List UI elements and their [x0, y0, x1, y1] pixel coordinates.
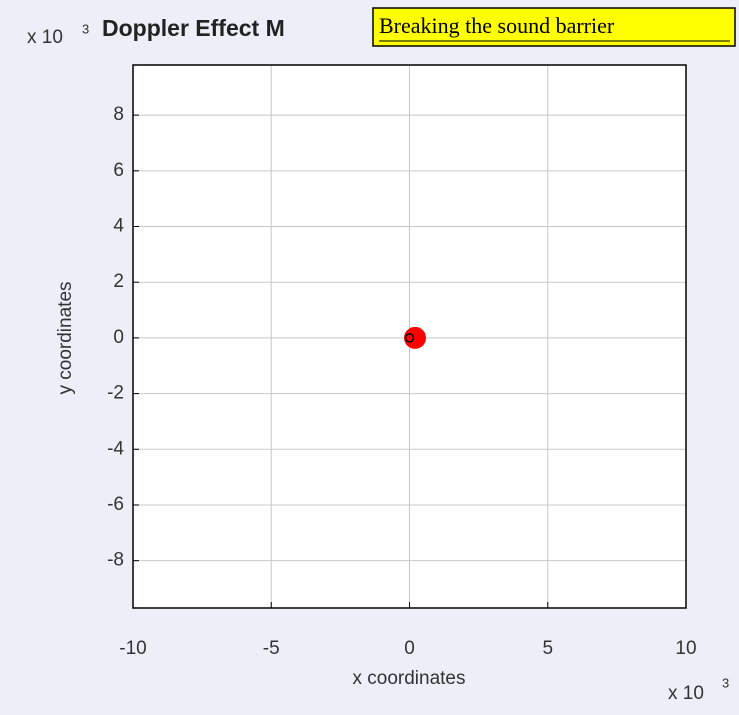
x-tick-label: -10: [119, 638, 146, 659]
x-scale-exponent: 3: [722, 675, 729, 690]
chart-title: Doppler Effect M: [102, 15, 285, 41]
y-axis-label: y coordinates: [55, 281, 76, 394]
marks: [404, 326, 427, 349]
point: [404, 333, 415, 343]
x-tick-label: 5: [542, 638, 553, 659]
x-tick-label: 10: [675, 638, 696, 659]
y-scale-exponent: 3: [82, 21, 89, 36]
y-tick-label: -4: [107, 438, 124, 459]
y-tick-label: -2: [107, 383, 124, 404]
annotation-box: [372, 7, 736, 47]
x-axis-label: x coordinates: [352, 668, 465, 689]
y-tick-label: 0: [113, 327, 124, 348]
y-tick-label: -6: [107, 494, 124, 515]
y-tick-label: 6: [113, 160, 124, 181]
y-tick-label: -8: [107, 550, 124, 571]
y-tick-label: 2: [113, 271, 124, 292]
annotation: Breaking the sound barrier: [379, 13, 615, 38]
x-tick-label: -5: [263, 638, 280, 659]
y-tick-label: 8: [113, 104, 124, 125]
point: [404, 326, 427, 349]
x-scale-base: x 10: [668, 683, 704, 704]
y-tick-label: 4: [113, 216, 124, 237]
x-tick-label: 0: [404, 638, 415, 659]
y-scale-base: x 10: [27, 27, 63, 48]
